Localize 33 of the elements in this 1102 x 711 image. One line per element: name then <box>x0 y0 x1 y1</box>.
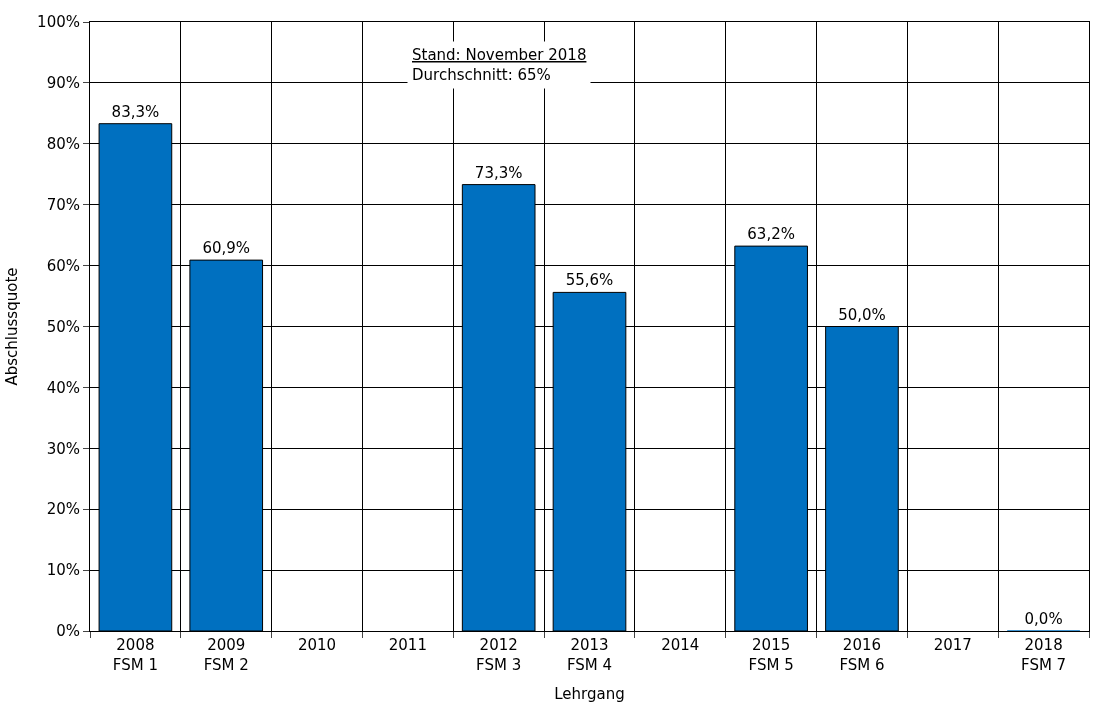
data-label: 83,3% <box>111 102 160 121</box>
x-tick-label: 2015 FSM 5 <box>748 636 794 674</box>
data-label: 50,0% <box>838 305 886 324</box>
y-tick-label: 90% <box>46 74 80 93</box>
x-tick-label: 2016 FSM 6 <box>839 636 885 674</box>
x-tick-label: 2012 FSM 3 <box>476 636 522 674</box>
x-tick-label: 2017 <box>933 636 972 654</box>
data-label: 55,6% <box>565 271 614 290</box>
x-tick-label: 2010 <box>297 636 337 654</box>
data-label: 63,2% <box>747 225 795 244</box>
x-tick-label: 2011 <box>388 636 427 654</box>
y-tick-label: 60% <box>46 256 80 275</box>
annotation: Durchschnitt: 65% <box>412 65 551 84</box>
y-tick-label: 50% <box>46 317 80 336</box>
y-tick-label: 20% <box>46 500 80 519</box>
y-tick-label: 10% <box>46 561 80 580</box>
y-tick-label: 40% <box>46 378 80 397</box>
x-tick-label: 2009 FSM 2 <box>203 636 249 674</box>
y-tick-label: 80% <box>46 135 80 154</box>
x-tick-label: 2013 FSM 4 <box>566 636 613 674</box>
x-tick-label: 2008 FSM 1 <box>112 636 158 674</box>
y-tick-label: 100% <box>37 13 80 32</box>
data-label: 0,0% <box>1024 610 1063 628</box>
y-tick-label: 0% <box>56 622 80 641</box>
annotation: Stand: November 2018 <box>412 46 587 64</box>
x-axis-title: Lehrgang <box>554 684 625 703</box>
data-label: 60,9% <box>202 239 251 258</box>
y-tick-label: 70% <box>46 195 80 214</box>
y-axis-title: Abschlussquote <box>3 267 22 386</box>
data-label: 73,3% <box>474 163 523 182</box>
y-tick-label: 30% <box>46 439 80 458</box>
x-tick-label: 2018 FSM 7 <box>1021 636 1067 674</box>
x-tick-label: 2014 <box>661 636 700 654</box>
